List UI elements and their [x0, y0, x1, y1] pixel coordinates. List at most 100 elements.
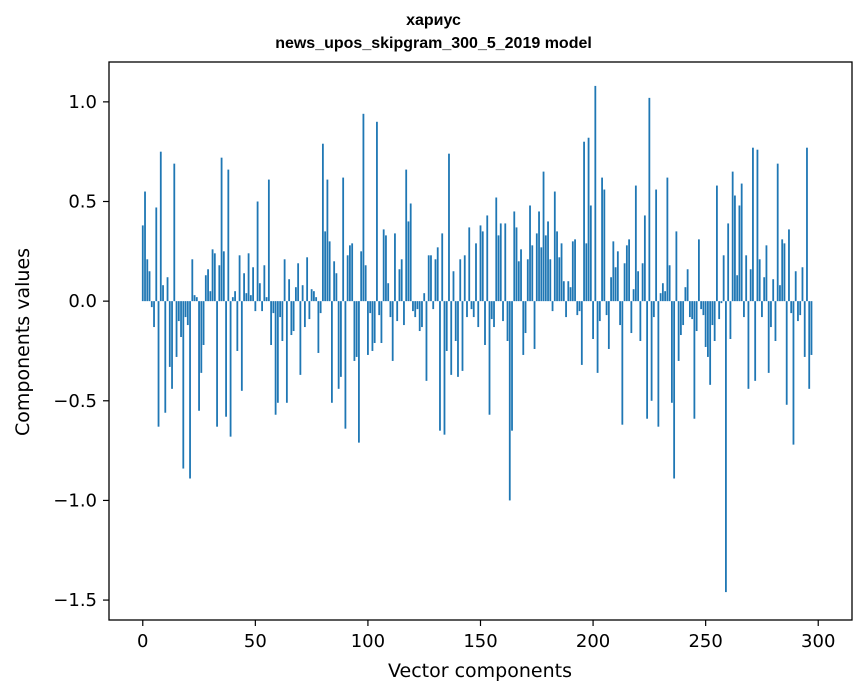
bar-247: [698, 239, 700, 302]
bar-269: [747, 301, 750, 389]
bar-286: [785, 301, 788, 405]
bar-233: [666, 177, 669, 302]
bar-259: [725, 301, 727, 593]
bar-116: [403, 301, 405, 326]
bar-186: [560, 243, 563, 302]
bar-42: [236, 301, 239, 351]
bar-19: [184, 301, 187, 318]
bar-60: [276, 301, 279, 403]
bar-161: [504, 223, 507, 302]
bar-155: [490, 301, 493, 320]
bar-281: [774, 301, 777, 341]
bar-156: [493, 301, 495, 328]
bar-224: [646, 301, 649, 419]
bar-114: [398, 269, 401, 302]
bar-216: [628, 239, 630, 302]
bar-187: [562, 281, 565, 302]
x-axis-label: Vector components: [388, 660, 572, 682]
bar-246: [695, 301, 698, 332]
bar-245: [693, 301, 696, 419]
bar-254: [713, 301, 716, 341]
bar-91: [346, 255, 349, 302]
bar-45: [243, 273, 245, 302]
bar-172: [529, 205, 531, 302]
bar-137: [450, 301, 453, 375]
bar-275: [761, 301, 763, 318]
bar-223: [643, 215, 646, 302]
bar-133: [441, 233, 444, 302]
bar-61: [279, 301, 282, 318]
bar-8: [159, 151, 162, 302]
bar-214: [623, 263, 626, 302]
bar-255: [716, 185, 718, 302]
bar-70: [299, 301, 302, 375]
bar-122: [416, 301, 419, 310]
bar-248: [700, 301, 703, 310]
bar-175: [535, 233, 538, 302]
bar-261: [729, 301, 732, 339]
bar-56: [267, 179, 270, 302]
bar-154: [488, 301, 491, 415]
bar-185: [558, 257, 561, 302]
bar-68: [294, 287, 297, 302]
bar-208: [610, 277, 612, 302]
bar-127: [427, 255, 430, 302]
bar-35: [220, 157, 223, 302]
bar-282: [776, 163, 779, 302]
bar-80: [321, 143, 324, 302]
x-tick-label-0: 0: [137, 631, 148, 652]
bar-98: [362, 113, 365, 302]
bar-3: [148, 271, 151, 302]
bar-40: [231, 297, 234, 302]
chart-title: хариус: [406, 12, 461, 29]
bar-48: [249, 295, 252, 302]
bar-109: [387, 283, 390, 302]
bar-253: [711, 301, 714, 326]
bar-6: [155, 207, 158, 302]
bar-201: [594, 85, 597, 302]
bar-278: [767, 301, 770, 373]
bar-213: [621, 301, 624, 425]
bar-115: [400, 259, 403, 302]
bar-151: [481, 231, 484, 302]
bar-207: [607, 301, 610, 349]
bar-189: [567, 281, 570, 302]
bar-29: [207, 269, 209, 302]
bar-123: [418, 301, 421, 332]
x-tick-label-50: 50: [244, 631, 267, 652]
bar-160: [502, 301, 504, 322]
x-tick-label-150: 150: [463, 631, 497, 652]
bar-67: [292, 301, 295, 332]
bar-57: [270, 301, 273, 345]
bar-179: [544, 235, 547, 302]
bar-90: [344, 301, 347, 429]
bar-168: [520, 249, 522, 302]
bar-130: [434, 259, 437, 302]
bar-144: [466, 301, 468, 318]
bar-210: [614, 267, 617, 302]
bar-190: [569, 287, 572, 302]
bar-16: [177, 301, 180, 322]
bar-141: [459, 259, 462, 302]
bar-199: [589, 205, 592, 302]
bar-170: [524, 301, 527, 334]
bar-58: [272, 301, 275, 314]
bar-195: [580, 301, 583, 365]
bar-242: [686, 269, 689, 302]
bar-39: [229, 301, 232, 437]
bar-71: [301, 285, 304, 302]
bar-44: [240, 301, 243, 391]
bar-235: [670, 301, 673, 403]
bar-108: [385, 235, 387, 302]
bar-169: [522, 301, 525, 355]
bar-50: [254, 301, 257, 312]
bar-85: [333, 261, 336, 302]
bar-164: [511, 301, 513, 431]
bar-200: [592, 301, 594, 339]
bar-15: [175, 301, 178, 357]
bar-138: [452, 271, 455, 302]
bar-240: [682, 301, 685, 326]
bar-63: [283, 259, 286, 302]
bar-26: [200, 301, 203, 373]
